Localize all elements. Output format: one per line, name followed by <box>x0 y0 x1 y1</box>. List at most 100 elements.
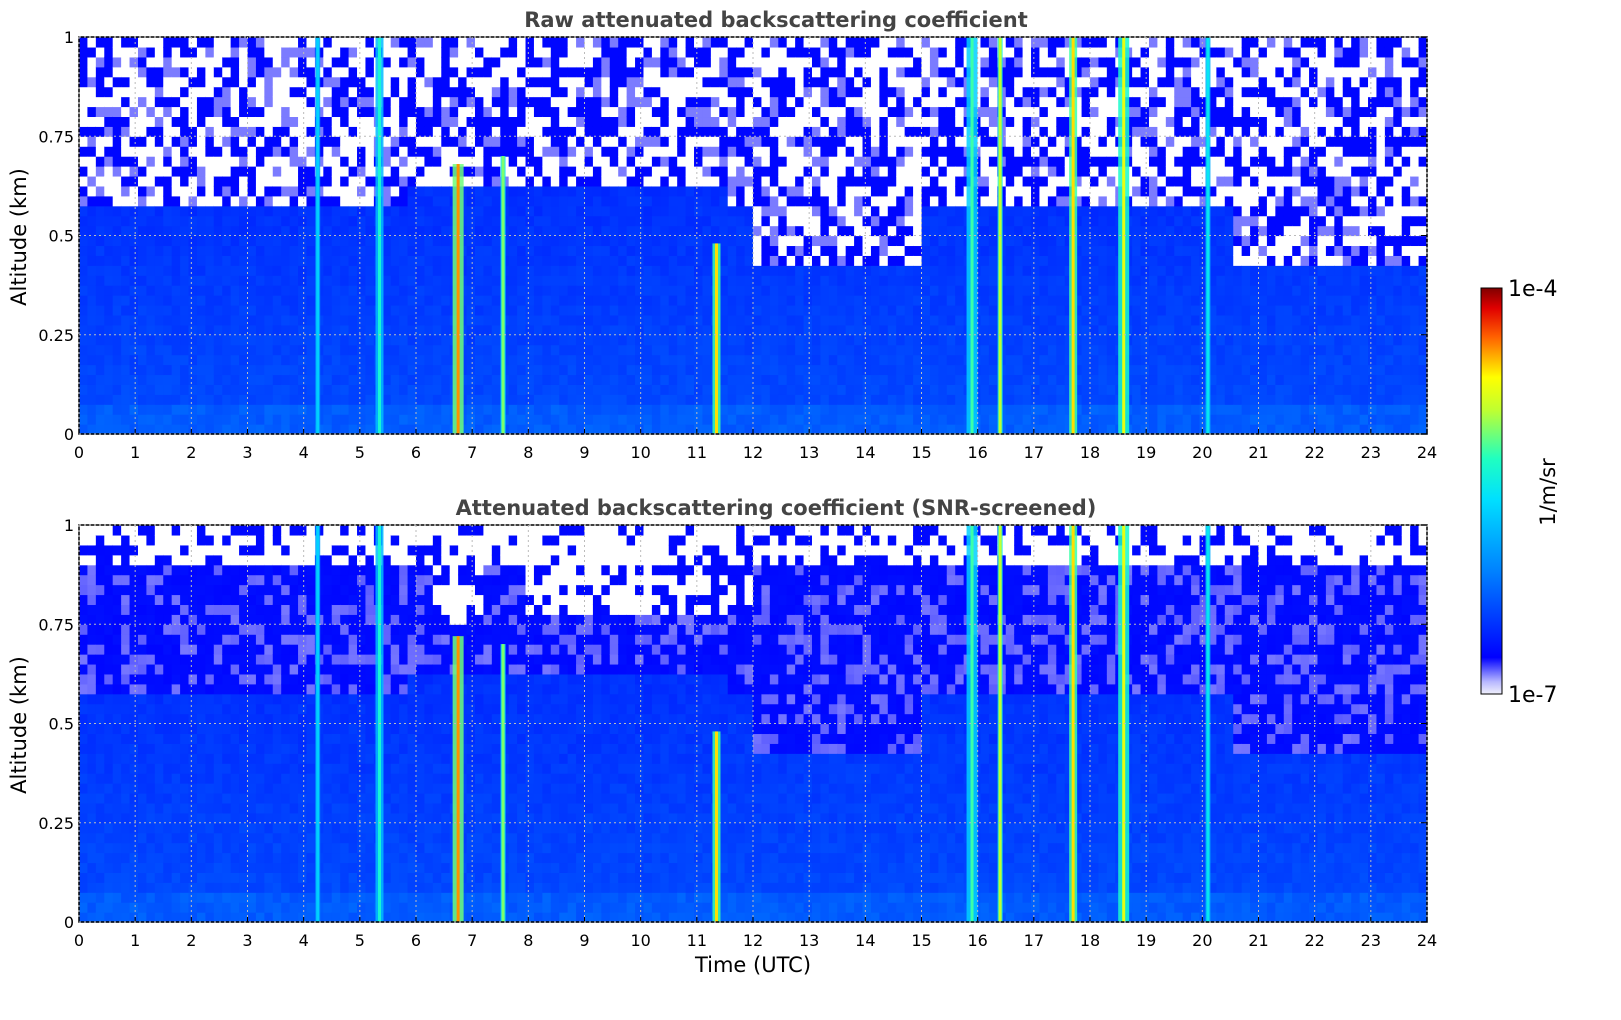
heatmap-cell <box>533 86 543 98</box>
heatmap-cell <box>719 275 729 286</box>
heatmap-cell <box>1031 215 1041 227</box>
heatmap-cell <box>660 394 670 405</box>
heatmap-cell <box>635 304 645 316</box>
heatmap-cell <box>298 46 308 58</box>
heatmap-cell <box>727 86 737 98</box>
heatmap-cell <box>1090 374 1100 385</box>
heatmap-cell <box>348 424 358 435</box>
heatmap-cell <box>517 245 527 256</box>
heatmap-cell <box>677 295 687 306</box>
heatmap-cell <box>306 245 316 256</box>
heatmap-cell <box>129 37 139 48</box>
heatmap-cell <box>1039 245 1049 256</box>
heatmap-cell <box>264 86 274 98</box>
heatmap-cell <box>382 374 392 385</box>
heatmap-cell <box>407 304 417 316</box>
heatmap-cell <box>946 37 956 48</box>
heatmap-cell <box>95 414 105 425</box>
heatmap-cell <box>272 324 282 336</box>
heatmap-cell <box>432 156 442 167</box>
heatmap-cell <box>601 414 611 425</box>
heatmap-cell <box>112 255 122 266</box>
heatmap-cell <box>230 245 240 256</box>
heatmap-cell <box>432 414 442 425</box>
heatmap-cell <box>129 205 139 217</box>
heatmap-cell <box>348 116 358 127</box>
heatmap-cell <box>188 275 198 286</box>
heatmap-cell <box>651 394 661 405</box>
heatmap-cell <box>407 195 417 207</box>
heatmap-cell <box>163 304 173 316</box>
heatmap-cell <box>584 235 594 247</box>
heatmap-cell <box>196 225 206 237</box>
heatmap-cell <box>862 126 872 137</box>
heatmap-cell <box>104 225 114 237</box>
heatmap-cell <box>651 354 661 366</box>
heatmap-cell <box>281 225 291 237</box>
heatmap-cell <box>247 146 257 157</box>
heatmap-cell <box>913 146 923 157</box>
heatmap-cell <box>104 285 114 296</box>
heatmap-cell <box>576 166 586 177</box>
heatmap-cell <box>340 374 350 385</box>
heatmap-cell <box>525 394 535 405</box>
heatmap-cell <box>685 344 695 356</box>
heatmap-cell <box>795 394 805 405</box>
heatmap-cell <box>1039 56 1049 68</box>
heatmap-cell <box>685 86 695 98</box>
heatmap-cell <box>592 205 602 217</box>
heatmap-cell <box>668 424 678 435</box>
heatmap-cell <box>651 404 661 415</box>
heatmap-cell <box>340 175 350 187</box>
heatmap-cell <box>137 314 148 326</box>
heatmap-cell <box>929 354 939 366</box>
heatmap-cell <box>239 354 249 366</box>
heatmap-cell <box>87 126 97 137</box>
heatmap-cell <box>778 225 788 237</box>
heatmap-cell <box>239 185 249 197</box>
heatmap-cell <box>744 205 754 217</box>
heatmap-cell <box>357 285 367 296</box>
heatmap-cell <box>643 384 653 395</box>
heatmap-cell <box>533 166 543 177</box>
heatmap-cell <box>432 374 442 385</box>
heatmap-cell <box>331 334 341 346</box>
heatmap-cell <box>112 166 122 177</box>
heatmap-cell <box>988 126 998 137</box>
heatmap-cell <box>803 354 813 366</box>
heatmap-cell <box>904 265 914 276</box>
heatmap-cell <box>1039 314 1049 326</box>
heatmap-cell <box>677 304 687 316</box>
heatmap-cell <box>382 304 392 316</box>
heatmap-cell <box>786 364 796 376</box>
heatmap-cell <box>727 66 737 78</box>
heatmap-cell <box>281 215 291 227</box>
heatmap-cell <box>803 404 813 415</box>
heatmap-cell <box>137 76 148 88</box>
heatmap-cell <box>626 215 636 227</box>
heatmap-cell <box>1056 354 1066 366</box>
heatmap-cell <box>180 334 190 346</box>
heatmap-cell <box>550 384 560 395</box>
heatmap-cell <box>921 37 931 48</box>
heatmap-cell <box>255 116 265 127</box>
heatmap-cell <box>154 364 164 376</box>
heatmap-cell <box>929 146 939 157</box>
heatmap-cell <box>845 334 855 346</box>
heatmap-cell <box>1039 175 1049 187</box>
heatmap-cell <box>651 116 661 127</box>
heatmap-cell <box>146 205 156 217</box>
heatmap-cell <box>837 354 847 366</box>
heatmap-cell <box>500 116 510 127</box>
heatmap-cell <box>786 156 796 167</box>
heatmap-cell <box>1056 265 1066 276</box>
heatmap-cell <box>761 126 771 137</box>
heatmap-cell <box>323 225 333 237</box>
heatmap-cell <box>222 414 232 425</box>
heatmap-cell <box>340 136 350 147</box>
heatmap-cell <box>618 364 628 376</box>
heatmap-cell <box>668 37 678 48</box>
heatmap-cell <box>458 136 468 147</box>
heatmap-cell <box>340 295 350 306</box>
heatmap-cell <box>95 215 105 227</box>
